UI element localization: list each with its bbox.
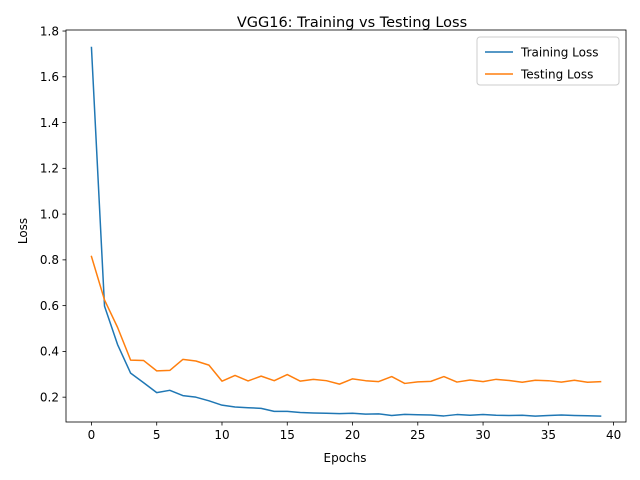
axes-frame xyxy=(65,29,627,423)
x-axis-ticks: 0 5 10 15 20 25 30 35 40 xyxy=(88,422,621,442)
x-tick-label: 30 xyxy=(475,428,490,442)
legend-label-training-loss: Training Loss xyxy=(520,45,598,59)
x-tick-label: 15 xyxy=(280,428,295,442)
x-tick-label: 0 xyxy=(88,428,96,442)
plot-area xyxy=(65,29,627,423)
y-tick-label: 0.2 xyxy=(40,390,59,404)
legend-box xyxy=(476,36,620,86)
chart-title: VGG16: Training vs Testing Loss xyxy=(237,15,467,31)
y-tick-label: 0.4 xyxy=(40,345,59,359)
x-axis-label: Epochs xyxy=(324,451,367,465)
y-tick-label: 1.0 xyxy=(40,207,59,221)
series-line-testing-loss xyxy=(90,255,602,385)
y-tick-label: 1.4 xyxy=(40,116,59,130)
x-tick-label: 20 xyxy=(345,428,360,442)
y-axis-ticks: 0.2 0.4 0.6 0.8 1.0 1.2 1.4 1.6 1.8 xyxy=(40,24,66,404)
series-line-training-loss xyxy=(90,46,602,417)
y-tick-label: 0.6 xyxy=(40,299,59,313)
x-tick-label: 40 xyxy=(606,428,621,442)
y-tick-label: 1.8 xyxy=(40,24,59,38)
x-tick-label: 35 xyxy=(541,428,556,442)
y-tick-label: 0.8 xyxy=(40,253,59,267)
y-tick-label: 1.2 xyxy=(40,162,59,176)
x-tick-label: 5 xyxy=(153,428,161,442)
x-tick-label: 25 xyxy=(410,428,425,442)
legend: Training Loss Testing Loss xyxy=(476,36,620,86)
y-tick-label: 1.6 xyxy=(40,70,59,84)
y-axis-label: Loss xyxy=(16,218,30,244)
x-tick-label: 10 xyxy=(214,428,229,442)
legend-label-testing-loss: Testing Loss xyxy=(520,67,593,81)
